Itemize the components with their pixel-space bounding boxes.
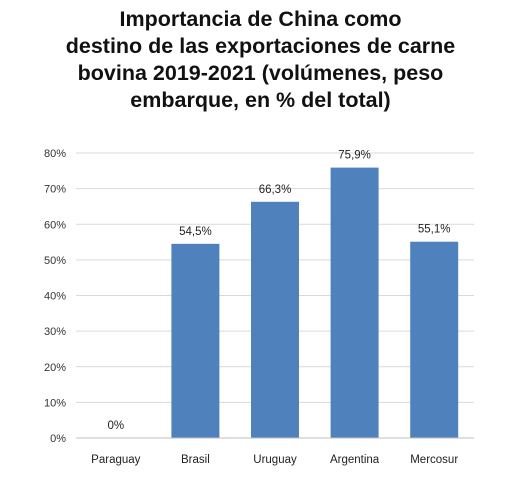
y-tick-label: 70%	[44, 184, 66, 196]
y-tick-label: 0%	[50, 433, 66, 445]
bar-brasil	[171, 243, 220, 438]
y-tick-label: 80%	[44, 148, 66, 160]
y-tick-label: 10%	[44, 397, 66, 409]
y-tick-label: 60%	[44, 219, 66, 231]
chart-title: Importancia de China como destino de las…	[0, 6, 521, 114]
data-label: 0%	[107, 420, 124, 432]
chart-title-line-4: embarque, en % del total)	[130, 88, 391, 112]
x-tick-label: Paraguay	[91, 454, 140, 466]
data-label: 54,5%	[179, 226, 212, 238]
x-tick-label: Uruguay	[253, 454, 297, 466]
bar-uruguay	[251, 201, 299, 438]
chart-title-line-1: Importancia de China como	[119, 7, 402, 31]
y-tick-label: 40%	[44, 291, 66, 303]
x-tick-label: Argentina	[330, 454, 380, 466]
x-tick-label: Brasil	[181, 454, 210, 466]
y-tick-label: 20%	[44, 362, 66, 374]
data-label: 55,1%	[418, 224, 451, 236]
bar-mercosur	[410, 241, 459, 438]
y-tick-label: 30%	[44, 326, 66, 338]
bar-argentina	[330, 167, 379, 438]
chart-title-line-3: bovina 2019-2021 (volúmenes, peso	[77, 61, 444, 85]
data-label: 66,3%	[259, 184, 292, 196]
y-tick-label: 50%	[44, 255, 66, 267]
x-tick-label: Mercosur	[410, 454, 458, 466]
chart-title-line-2: destino de las exportaciones de carne	[65, 34, 456, 58]
data-label: 75,9%	[338, 150, 371, 162]
